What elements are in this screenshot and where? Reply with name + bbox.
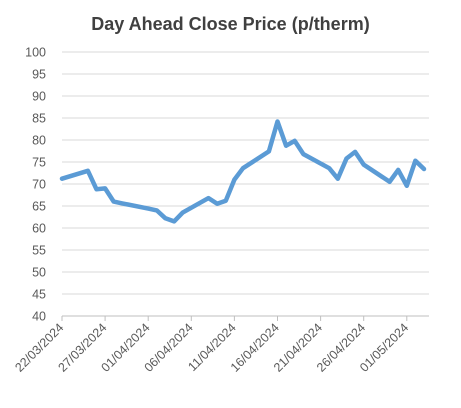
data-point — [345, 157, 349, 161]
data-point — [293, 139, 297, 143]
y-tick-label: 75 — [32, 156, 46, 170]
y-tick-label: 50 — [32, 266, 46, 280]
data-point — [388, 180, 392, 184]
data-point — [155, 208, 159, 212]
y-tick-label: 40 — [32, 310, 46, 324]
data-point — [396, 168, 400, 172]
chart-title: Day Ahead Close Price (p/therm) — [91, 14, 370, 34]
data-point — [422, 167, 426, 171]
data-point — [241, 166, 245, 170]
data-point — [301, 152, 305, 156]
data-point — [172, 219, 176, 223]
data-point — [276, 120, 280, 124]
data-point — [336, 177, 340, 181]
y-tick-label: 45 — [32, 288, 46, 302]
y-tick-label: 100 — [25, 46, 46, 60]
data-point — [181, 211, 185, 215]
data-point — [86, 169, 90, 173]
axes — [61, 315, 429, 321]
data-point — [327, 166, 331, 170]
data-point — [207, 196, 211, 200]
y-tick-label: 80 — [32, 134, 46, 148]
data-point — [95, 187, 99, 191]
series-line-0 — [59, 119, 427, 224]
data-point — [163, 216, 167, 220]
data-point — [362, 163, 366, 167]
y-tick-label: 70 — [32, 178, 46, 192]
y-tick-label: 55 — [32, 244, 46, 258]
data-point — [353, 150, 357, 154]
data-point — [146, 207, 150, 211]
data-point — [413, 159, 417, 163]
gridlines — [62, 51, 429, 295]
data-point — [112, 200, 116, 204]
y-tick-label: 60 — [32, 222, 46, 236]
data-point — [215, 202, 219, 206]
x-axis-ticks: 22/03/202427/03/202401/04/202406/04/2024… — [12, 321, 411, 375]
data-point — [224, 199, 228, 203]
data-point — [284, 144, 288, 148]
y-tick-label: 65 — [32, 200, 46, 214]
y-tick-label: 90 — [32, 90, 46, 104]
data-point — [405, 184, 409, 188]
y-tick-label: 85 — [32, 112, 46, 126]
data-point — [103, 186, 107, 190]
series — [59, 119, 427, 224]
data-point — [232, 178, 236, 182]
y-axis-ticks: 100 95 90 85 80 75 70 65 60 55 50 45 40 — [25, 46, 46, 324]
data-point — [120, 201, 124, 205]
data-point — [60, 177, 64, 181]
y-tick-label: 95 — [32, 68, 46, 82]
data-point — [267, 149, 271, 153]
